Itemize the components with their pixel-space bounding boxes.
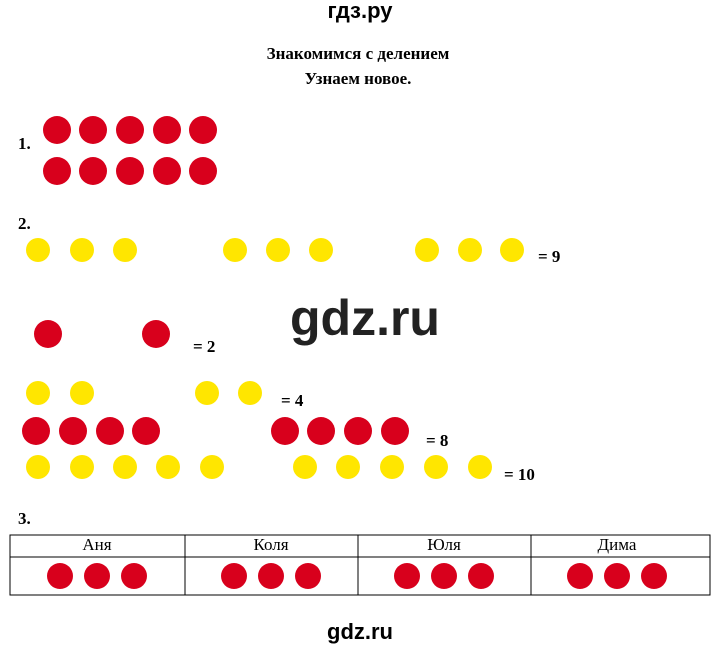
counter-dot [238, 381, 262, 405]
counter-dot [258, 563, 284, 589]
counter-dot [431, 563, 457, 589]
counter-dot [604, 563, 630, 589]
equation: = 9 [538, 247, 560, 266]
counter-dot [116, 116, 144, 144]
counter-dot [70, 238, 94, 262]
counter-dot [271, 417, 299, 445]
counter-dot [293, 455, 317, 479]
site-header: гдз.ру [328, 0, 394, 23]
counter-dot [70, 381, 94, 405]
counter-dot [381, 417, 409, 445]
site-footer: gdz.ru [327, 619, 393, 644]
counter-dot [641, 563, 667, 589]
counter-dot [132, 417, 160, 445]
counter-dot [34, 320, 62, 348]
counter-dot [344, 417, 372, 445]
table-header: Аня [82, 535, 111, 554]
counter-dot [121, 563, 147, 589]
counter-dot [223, 238, 247, 262]
counter-dot [307, 417, 335, 445]
counter-dot [79, 116, 107, 144]
counter-dot [266, 238, 290, 262]
counter-dot [156, 455, 180, 479]
counter-dot [43, 116, 71, 144]
counter-dot [84, 563, 110, 589]
equation: = 2 [193, 337, 215, 356]
counter-dot [22, 417, 50, 445]
counter-dot [116, 157, 144, 185]
title: Знакомимся с делением [267, 44, 450, 63]
counter-dot [380, 455, 404, 479]
task-number: 3. [18, 509, 31, 528]
counter-dot [59, 417, 87, 445]
counter-dot [458, 238, 482, 262]
counter-dot [500, 238, 524, 262]
counter-dot [424, 455, 448, 479]
counter-dot [195, 381, 219, 405]
counter-dot [153, 116, 181, 144]
counter-dot [468, 563, 494, 589]
counter-dot [26, 455, 50, 479]
table [9, 534, 711, 596]
equation: = 8 [426, 431, 448, 450]
counter-dot [309, 238, 333, 262]
counter-dot [415, 238, 439, 262]
counter-dot [70, 455, 94, 479]
counter-dot [153, 157, 181, 185]
counter-dot [221, 563, 247, 589]
counter-dot [79, 157, 107, 185]
table-header: Коля [253, 535, 288, 554]
counter-dot [113, 455, 137, 479]
task-number: 1. [18, 134, 31, 153]
table-border [9, 534, 711, 596]
watermark: gdz.ru [290, 290, 440, 346]
counter-dot [43, 157, 71, 185]
counter-dot [336, 455, 360, 479]
equation: = 10 [504, 465, 535, 484]
table-header: Дима [598, 535, 637, 554]
counter-dot [200, 455, 224, 479]
counter-dot [26, 381, 50, 405]
task-number: 2. [18, 214, 31, 233]
counter-dot [567, 563, 593, 589]
counter-dot [394, 563, 420, 589]
counter-dot [189, 157, 217, 185]
equation: = 4 [281, 391, 304, 410]
counter-dot [96, 417, 124, 445]
counter-dot [26, 238, 50, 262]
counter-dot [189, 116, 217, 144]
subtitle: Узнаем новое. [305, 69, 412, 88]
table-header: Юля [427, 535, 461, 554]
counter-dot [47, 563, 73, 589]
counter-dot [142, 320, 170, 348]
counter-dot [113, 238, 137, 262]
counter-dot [295, 563, 321, 589]
counter-dot [468, 455, 492, 479]
